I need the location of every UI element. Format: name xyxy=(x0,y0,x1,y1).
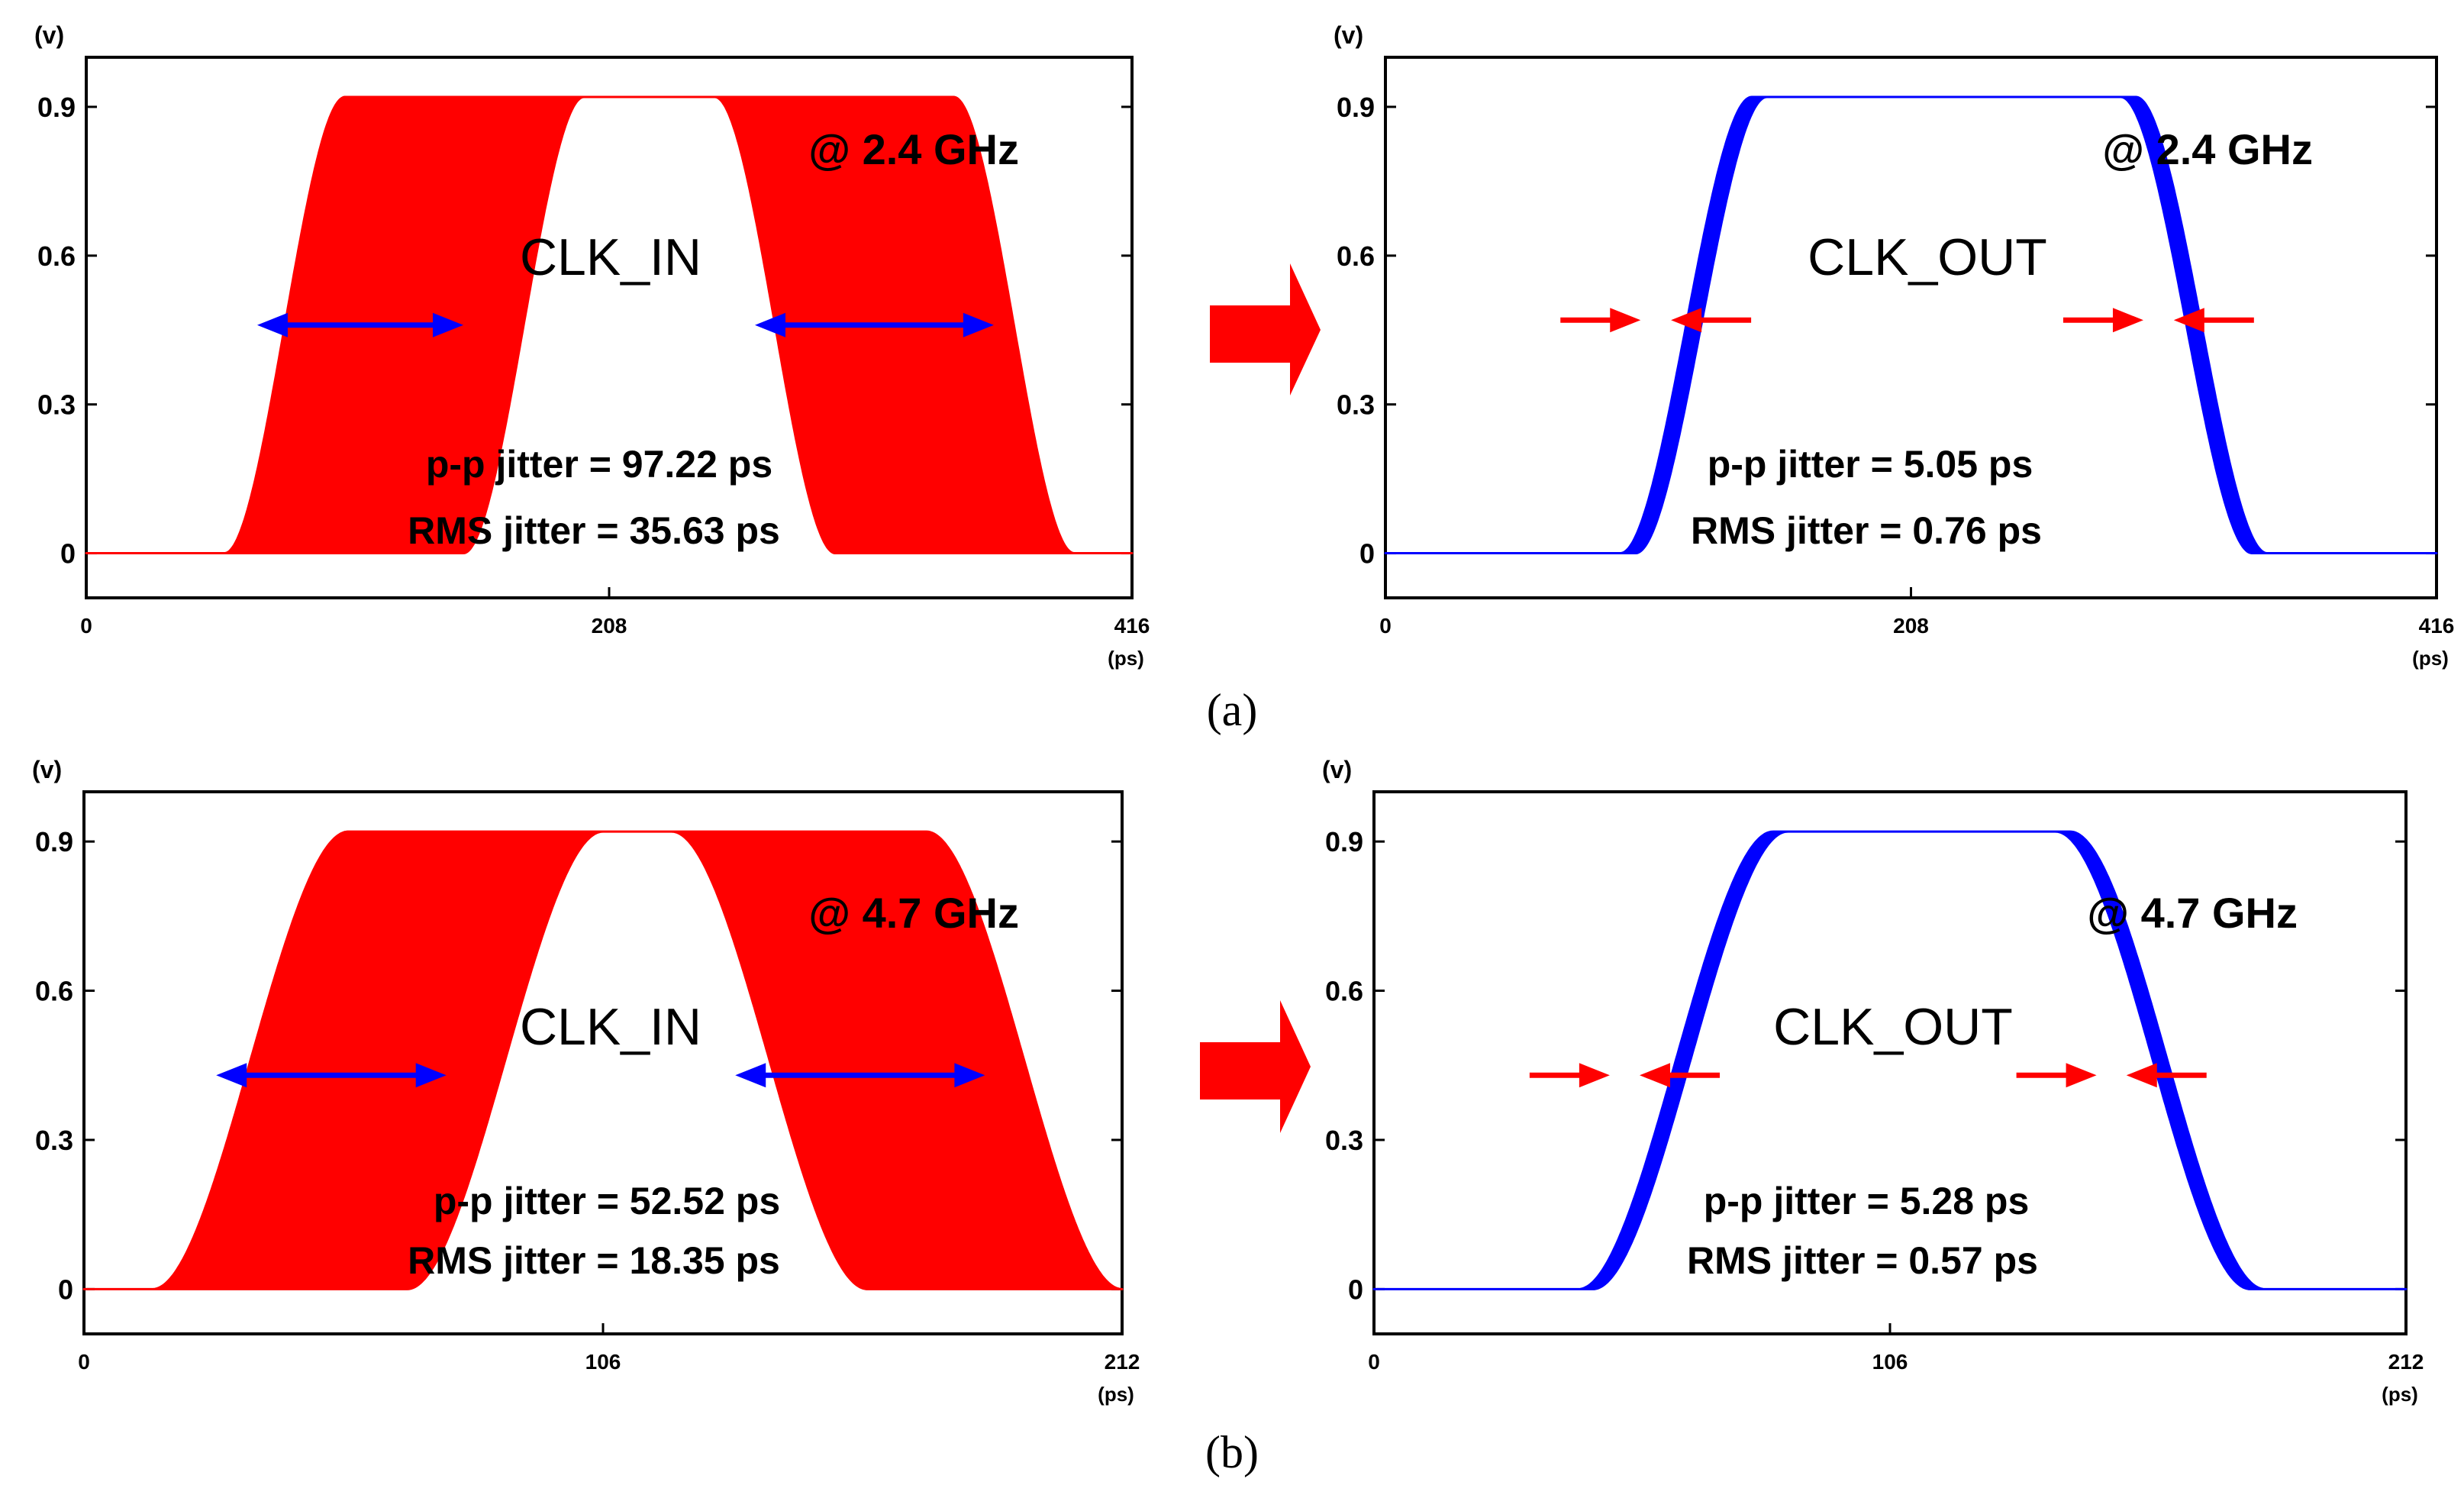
y-tick-label: 0.9 xyxy=(1325,826,1363,857)
pp-jitter-label: p-p jitter = 52.52 ps xyxy=(434,1180,780,1222)
fall-jitter-span-head-left xyxy=(755,312,786,337)
signal-label: CLK_IN xyxy=(520,998,701,1056)
y-tick-label: 0.9 xyxy=(37,92,76,123)
y-tick-label: 0 xyxy=(58,1274,73,1305)
pp-jitter-label: p-p jitter = 5.28 ps xyxy=(1704,1180,2030,1222)
x-axis-unit: (ps) xyxy=(1098,1383,1134,1406)
panel-a-out: 0 0.3 0.6 0.9 (v) 0 208 416 (ps) CLK_OUT @ 2.4 GHz… xyxy=(1334,21,2454,670)
waveform-band xyxy=(1372,830,2408,1290)
y-tick-label: 0.9 xyxy=(1337,92,1375,123)
y-tick-label: 0.3 xyxy=(1325,1125,1363,1156)
rms-jitter-label: RMS jitter = 0.76 ps xyxy=(1691,509,2042,552)
x-tick-label: 416 xyxy=(1114,614,1150,638)
rise-jitter-span-head-right xyxy=(432,312,463,337)
fall-jitter-pinch-right-head xyxy=(2126,1063,2157,1088)
y-axis-unit: (v) xyxy=(34,21,64,49)
fall-jitter-pinch-right-head xyxy=(2173,308,2204,333)
caption-a: (a) xyxy=(1207,685,1258,735)
frequency-label: @ 2.4 GHz xyxy=(808,125,1019,173)
fall-jitter-span-head-right xyxy=(963,312,994,337)
y-tick-label: 0 xyxy=(1359,538,1375,570)
waveform-band xyxy=(85,95,1134,554)
x-tick-label: 208 xyxy=(1893,614,1929,638)
rise-jitter-span-head-right xyxy=(415,1063,447,1088)
y-tick-label: 0.9 xyxy=(35,826,73,857)
rise-jitter-span-head-left xyxy=(216,1063,247,1088)
x-axis-unit: (ps) xyxy=(2382,1383,2418,1406)
y-tick-label: 0 xyxy=(60,538,76,570)
rms-jitter-label: RMS jitter = 18.35 ps xyxy=(408,1239,780,1282)
x-tick-label: 212 xyxy=(2388,1350,2424,1374)
x-tick-label: 106 xyxy=(585,1350,621,1374)
x-axis-unit: (ps) xyxy=(1108,647,1144,670)
y-tick-label: 0.6 xyxy=(35,976,73,1007)
x-tick-label: 0 xyxy=(1379,614,1392,638)
fall-jitter-pinch-left-head xyxy=(2112,308,2143,333)
fall-jitter-pinch-left-head xyxy=(2066,1063,2097,1088)
x-tick-label: 416 xyxy=(2419,614,2455,638)
rise-jitter-pinch-left-head xyxy=(1579,1063,1610,1088)
y-tick-label: 0.6 xyxy=(1325,976,1363,1007)
x-tick-label: 106 xyxy=(1872,1350,1908,1374)
x-axis-unit: (ps) xyxy=(2412,647,2449,670)
frequency-label: @ 4.7 GHz xyxy=(808,889,1019,937)
waveform-band xyxy=(82,830,1124,1290)
y-tick-label: 0.3 xyxy=(35,1125,73,1156)
pp-jitter-label: p-p jitter = 97.22 ps xyxy=(426,443,772,486)
caption-b: (b) xyxy=(1205,1427,1259,1477)
rms-jitter-label: RMS jitter = 35.63 ps xyxy=(408,509,780,552)
y-axis-unit: (v) xyxy=(1322,756,1352,783)
y-tick-label: 0.3 xyxy=(1337,389,1375,421)
signal-label: CLK_IN xyxy=(520,228,701,286)
panel-b-out: 0 0.3 0.6 0.9 (v) 0 106 212 (ps) CLK_OUT @ 4.7 GHz… xyxy=(1322,756,2424,1406)
y-axis-unit: (v) xyxy=(32,756,62,783)
y-tick-label: 0.3 xyxy=(37,389,76,421)
x-tick-label: 0 xyxy=(78,1350,90,1374)
panel-b-in: 0 0.3 0.6 0.9 (v) 0 106 212 (ps) CLK_IN @ 4.7 GHz p… xyxy=(32,756,1140,1406)
fall-jitter-span-head-left xyxy=(735,1063,766,1088)
signal-label: CLK_OUT xyxy=(1773,998,2013,1056)
rise-jitter-span-head-left xyxy=(256,312,288,337)
y-axis-unit: (v) xyxy=(1334,21,1363,49)
fall-jitter-span-head-right xyxy=(954,1063,985,1088)
x-tick-label: 0 xyxy=(80,614,92,638)
rise-jitter-pinch-right-head xyxy=(1671,308,1702,333)
x-tick-label: 0 xyxy=(1368,1350,1380,1374)
transfer-arrow-a xyxy=(1210,263,1321,396)
rise-jitter-pinch-right-head xyxy=(1640,1063,1670,1088)
x-tick-label: 212 xyxy=(1105,1350,1140,1374)
waveform-band xyxy=(1384,95,2438,554)
transfer-arrow-b xyxy=(1200,1000,1311,1133)
rise-jitter-pinch-left-head xyxy=(1610,308,1641,333)
pp-jitter-label: p-p jitter = 5.05 ps xyxy=(1708,443,2033,486)
x-tick-label: 208 xyxy=(592,614,627,638)
frequency-label: @ 4.7 GHz xyxy=(2087,889,2298,937)
signal-label: CLK_OUT xyxy=(1808,228,2047,286)
y-tick-label: 0.6 xyxy=(1337,241,1375,272)
y-tick-label: 0.6 xyxy=(37,241,76,272)
frequency-label: @ 2.4 GHz xyxy=(2102,125,2313,173)
y-tick-label: 0 xyxy=(1348,1274,1363,1305)
panel-a-in: 0 0.3 0.6 0.9 (v) 0 208 416 (ps) CLK_IN @ 2.4 GHz p… xyxy=(34,21,1150,670)
rms-jitter-label: RMS jitter = 0.57 ps xyxy=(1687,1239,2038,1282)
